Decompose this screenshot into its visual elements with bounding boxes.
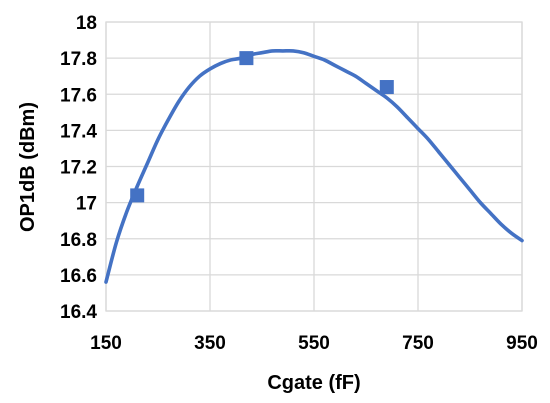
data-point-marker	[379, 80, 394, 95]
data-point-marker	[239, 51, 254, 66]
x-tick-label: 950	[506, 333, 538, 354]
y-tick-label: 17	[76, 194, 97, 215]
y-tick-label: 16.4	[60, 302, 97, 323]
x-tick-label: 150	[90, 333, 122, 354]
y-tick-label: 18	[76, 13, 97, 34]
y-tick-label: 17.6	[60, 85, 97, 106]
y-tick-label: 17.2	[60, 158, 97, 179]
x-axis-label: Cgate (fF)	[267, 372, 360, 394]
data-series	[104, 48, 524, 284]
plot-area-border	[105, 21, 523, 312]
data-markers	[130, 51, 394, 203]
y-tick-label: 16.8	[60, 230, 97, 251]
y-tick-label: 16.6	[60, 266, 97, 287]
x-tick-label: 750	[402, 333, 434, 354]
y-axis-label: OP1dB (dBm)	[17, 102, 39, 232]
series-line	[104, 48, 524, 284]
x-tick-label: 350	[194, 333, 226, 354]
data-point-marker	[130, 188, 145, 203]
grid-lines	[105, 21, 523, 312]
y-tick-label: 17.8	[60, 49, 97, 70]
tick-labels: 16.4 16.6 16.8 17 17.2 17.4 17.6 17.8 18 150 350 55…	[60, 13, 538, 354]
y-tick-label: 17.4	[60, 121, 97, 142]
x-tick-label: 550	[298, 333, 330, 354]
plot-frame	[105, 21, 523, 312]
